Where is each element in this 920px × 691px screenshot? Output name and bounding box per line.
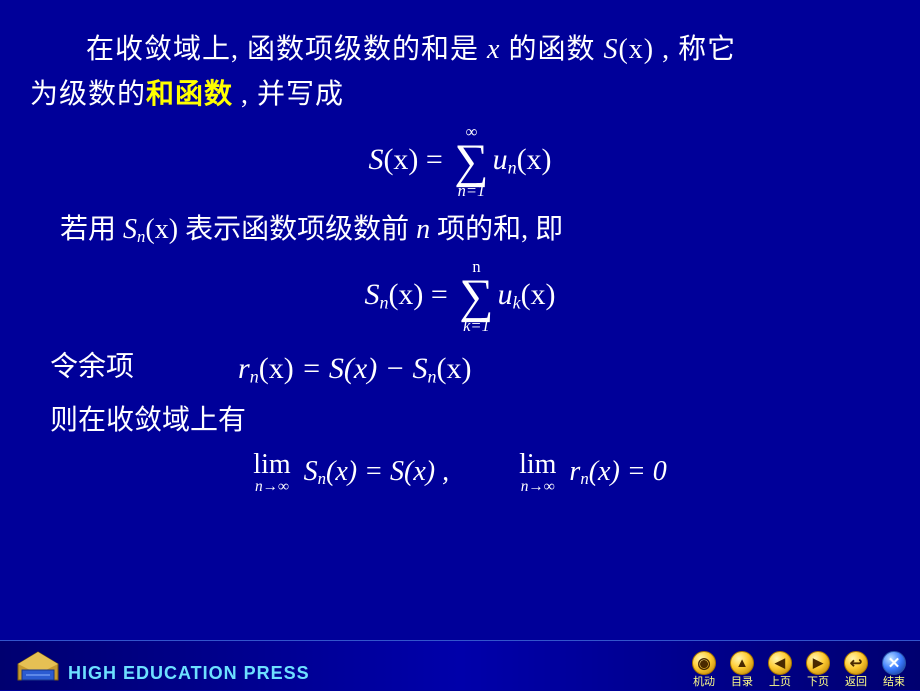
eq1-S: S [368, 143, 383, 176]
eq2-sum-bot: k=1 [459, 318, 493, 335]
highlight-term: 和函数 [146, 79, 233, 110]
equation-4b: limn→∞ rn(x) = 0 [519, 450, 667, 495]
eq1-eq: = [418, 143, 450, 176]
nav-label-2: 上页 [769, 676, 791, 688]
p2-text-b: , 并写成 [233, 79, 344, 110]
eq3-mid: = S(x) − S [294, 352, 428, 385]
eq2-S: S [364, 278, 379, 311]
eq2-eq: = [423, 278, 455, 311]
eq1-sum-bot: n=1 [454, 183, 488, 200]
close-icon: ✕ [882, 651, 906, 675]
p4-text-a: 令余项 [50, 351, 134, 382]
eq1-u: u [493, 143, 508, 176]
next-icon: ▶ [806, 651, 830, 675]
equation-2: Sn(x) = n∑k=1uk(x) [30, 259, 890, 335]
nav-label-3: 下页 [807, 676, 829, 688]
eq3-rsub: n [250, 366, 259, 386]
p3-n: n [416, 214, 430, 245]
nav-end[interactable]: ✕ 结束 [882, 651, 906, 688]
nav-prev[interactable]: ◀ 上页 [768, 651, 792, 688]
lim-a-top: lim [253, 451, 290, 479]
p1-text-b: 的函数 [500, 34, 603, 65]
footer-bar: HIGH EDUCATION PRESS ◉ 机动 ▲ 目录 ◀ 上页 ▶ 下页… [0, 640, 920, 690]
equation-4-row: limn→∞ Sn(x) = S(x) , limn→∞ rn(x) = 0 [30, 450, 890, 495]
nav-label-4: 返回 [845, 676, 867, 688]
eq4a-S: S [297, 456, 318, 487]
lim-b-sub: n→∞ [519, 479, 556, 494]
paragraph-4-row: 令余项 rn(x) = S(x) − Sn(x) [50, 345, 890, 393]
publisher-logo-icon [12, 644, 64, 686]
p2-text-a: 为级数的 [30, 79, 146, 110]
paragraph-1: 在收敛域上, 函数项级数的和是 x 的函数 S(x) , 称它 [30, 28, 890, 73]
eq1-sum: ∞∑n=1 [454, 124, 488, 200]
eq4a-sub: n [318, 469, 326, 488]
lim-a-sub: n→∞ [253, 479, 290, 494]
eq4b-rest: (x) = 0 [589, 456, 667, 487]
p3-text-c: 项的和, 即 [430, 214, 563, 245]
nav-back[interactable]: ↩ 返回 [844, 651, 868, 688]
lim-b-top: lim [519, 451, 556, 479]
eq3-Sx: (x) [436, 352, 471, 385]
nav-label-5: 结束 [883, 676, 905, 688]
nav-label-0: 机动 [693, 676, 715, 688]
p1-text-a: 在收敛域上, 函数项级数的和是 [86, 34, 487, 65]
p5-text-a: 则在收敛域上有 [50, 405, 246, 436]
eq1-ux: (x) [517, 143, 552, 176]
lim-block-b: limn→∞ [519, 451, 556, 494]
paragraph-2: 为级数的和函数 , 并写成 [30, 73, 890, 118]
eq4b-r: r [562, 456, 580, 487]
paren-x-1: (x) [618, 34, 654, 65]
nav-next[interactable]: ▶ 下页 [806, 651, 830, 688]
eq1-usub: n [508, 157, 517, 177]
var-x: x [487, 34, 500, 65]
equation-1: S(x) = ∞∑n=1un(x) [30, 124, 890, 200]
equation-3: rn(x) = S(x) − Sn(x) [238, 345, 471, 393]
eject-icon: ▲ [730, 651, 754, 675]
paragraph-5: 则在收敛域上有 [50, 399, 890, 444]
eq3-rx: (x) [259, 352, 294, 385]
brand-text: HIGH EDUCATION PRESS [68, 663, 310, 684]
equation-4a: limn→∞ Sn(x) = S(x) , [253, 450, 449, 495]
eq3-r: r [238, 352, 250, 385]
sigma-icon: ∑ [454, 140, 488, 183]
eq2-Sx: (x) [388, 278, 423, 311]
paragraph-3: 若用 Sn(x) 表示函数项级数前 n 项的和, 即 [60, 208, 890, 253]
p3-text-a: 若用 [60, 214, 123, 245]
slide-content: 在收敛域上, 函数项级数的和是 x 的函数 S(x) , 称它 为级数的和函数 … [0, 0, 920, 495]
eq4a-rest: (x) = S(x) , [326, 456, 449, 487]
eq2-u: u [498, 278, 513, 311]
nav-label-1: 目录 [731, 676, 753, 688]
sigma-icon-2: ∑ [459, 275, 493, 318]
eq2-ux: (x) [521, 278, 556, 311]
nav-bar: ◉ 机动 ▲ 目录 ◀ 上页 ▶ 下页 ↩ 返回 ✕ 结束 [692, 651, 906, 688]
p1-text-c: , 称它 [654, 34, 736, 65]
nav-toc[interactable]: ▲ 目录 [730, 651, 754, 688]
return-icon: ↩ [844, 651, 868, 675]
eq4b-sub: n [580, 469, 588, 488]
eq2-sum: n∑k=1 [459, 259, 493, 335]
nav-jog[interactable]: ◉ 机动 [692, 651, 716, 688]
lim-block-a: limn→∞ [253, 451, 290, 494]
func-S: S [603, 34, 618, 65]
p3-text-b: 表示函数项级数前 [178, 214, 416, 245]
eq2-usub: k [513, 292, 521, 312]
eq1-x: (x) [383, 143, 418, 176]
record-icon: ◉ [692, 651, 716, 675]
prev-icon: ◀ [768, 651, 792, 675]
p3-S: S [123, 214, 137, 245]
p3-Sx: (x) [145, 214, 178, 245]
